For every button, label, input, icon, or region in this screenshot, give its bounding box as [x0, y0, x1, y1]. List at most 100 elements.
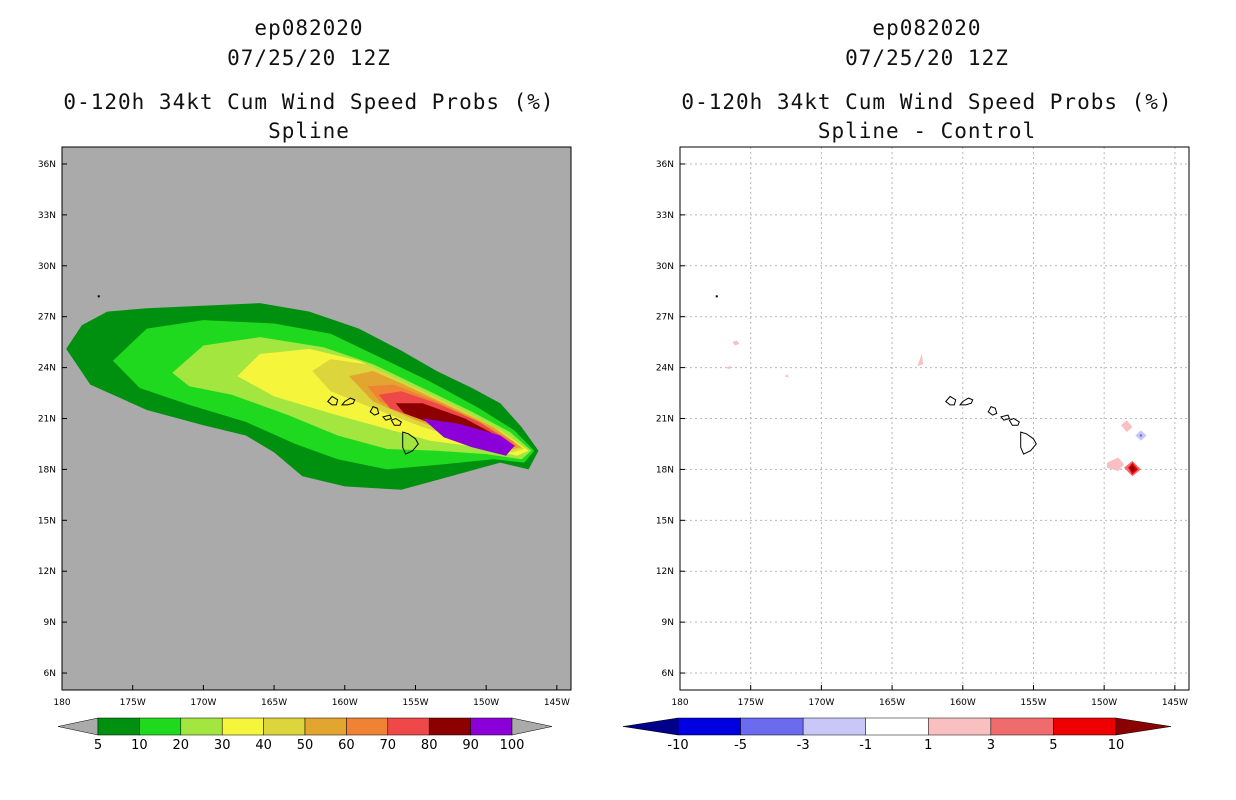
- c0-colorbar-label-7: 70: [380, 738, 397, 753]
- c0-field-layer: [66, 295, 539, 490]
- c1-colorbar-label-4: 1: [924, 738, 932, 753]
- left-title-method: Spline: [268, 119, 350, 143]
- c0-tick-label-y-2: 30N: [38, 262, 56, 272]
- c0-tick-label-x-4: 160W: [332, 698, 358, 708]
- c0-island-outline-3: [382, 414, 393, 421]
- c1-colorbar-swatch-4: [928, 717, 992, 736]
- left-title-storm-id: ep082020: [254, 16, 364, 40]
- c1-colorbar-swatch-6: [1053, 717, 1117, 736]
- c1-colorbar-high-arrow: [1115, 717, 1172, 736]
- c0-tick-label-y-4: 24N: [38, 364, 56, 374]
- right-title-method: Spline - Control: [817, 119, 1037, 143]
- right-chart-svg: 180 175W 170W 165W 160W 155W 150W 145W36N33N30N…: [622, 146, 1190, 753]
- right-title-datetime: 07/25/20 12Z: [845, 46, 1009, 70]
- c0-tick-label-y-0: 36N: [38, 160, 56, 170]
- c0-tick-label-x-5: 155W: [402, 698, 428, 708]
- c1-tick-label-x-2: 170W: [808, 698, 834, 708]
- c0-colorbar-swatch-4: [263, 717, 306, 736]
- c1-tick-label-x-0: 180: [671, 698, 688, 708]
- c1-island-outline-1: [958, 397, 974, 406]
- c0-colorbar-high-arrow: [511, 717, 553, 736]
- c1-colorbar-swatch-5: [990, 717, 1054, 736]
- c1-contour-1-0: [732, 340, 740, 346]
- c1-colorbar-label-7: 10: [1108, 738, 1125, 753]
- c0-tick-label-y-7: 15N: [38, 516, 56, 526]
- c0-colorbar-label-5: 50: [297, 738, 314, 753]
- c0-colorbar-label-3: 30: [214, 738, 231, 753]
- right-panel: ep082020 07/25/20 12Z 0-120h 34kt Cum Wi…: [618, 0, 1236, 800]
- c0-colorbar-swatch-8: [428, 717, 471, 736]
- c1-colorbar-label-1: -5: [734, 738, 747, 753]
- left-panel: ep082020 07/25/20 12Z 0-120h 34kt Cum Wi…: [38, 16, 572, 753]
- c1-colorbar-swatch-1: [740, 717, 804, 736]
- c0-colorbar-label-0: 5: [94, 738, 102, 753]
- c1-contour-1-2: [784, 374, 789, 378]
- c0-colorbar-swatch-2: [180, 717, 223, 736]
- c1-colorbar-label-2: -3: [797, 738, 810, 753]
- c0-island-outline-1: [340, 397, 356, 406]
- c1-contour-1-1: [725, 365, 731, 370]
- c0-colorbar-label-6: 60: [338, 738, 355, 753]
- c1-tick-label-y-1: 33N: [656, 211, 674, 221]
- left-title-product: 0-120h 34kt Cum Wind Speed Probs (%): [63, 90, 555, 114]
- c0-island-outline-4: [390, 417, 402, 426]
- c0-tick-label-y-1: 33N: [38, 211, 56, 221]
- c0-tick-label-x-7: 145W: [544, 698, 570, 708]
- c0-contour-90-9: [422, 418, 515, 456]
- c1-contour-10-8: [1129, 465, 1136, 472]
- c1-island-outline-3: [1000, 414, 1011, 421]
- c0-island-outline-0: [327, 395, 339, 406]
- c0-colorbar-label-4: 40: [255, 738, 272, 753]
- c1-tick-label-x-3: 165W: [879, 698, 905, 708]
- c0-atoll-marker: [97, 295, 100, 298]
- c0-tick-label-y-5: 21N: [38, 415, 56, 425]
- c1-tick-label-x-6: 150W: [1091, 698, 1117, 708]
- left-chart-svg: 180 175W 170W 165W 160W 155W 150W 145W 36N 33N 30N…: [38, 146, 572, 753]
- c1-colorbar-label-6: 5: [1049, 738, 1057, 753]
- c1-colorbar-label-5: 3: [987, 738, 995, 753]
- right-title-product: 0-120h 34kt Cum Wind Speed Probs (%): [681, 90, 1173, 114]
- c1-contour-1-5: [1107, 457, 1124, 472]
- c0-tick-label-y-9: 9N: [44, 618, 56, 628]
- c1-tick-label-y-4: 24N: [656, 364, 674, 374]
- c0-tick-label-y-3: 27N: [38, 313, 56, 323]
- c1-contour-1-4: [1121, 420, 1133, 433]
- c1-colorbar-label-3: -1: [859, 738, 872, 753]
- c1-tick-label-x-5: 155W: [1020, 698, 1046, 708]
- c1-tick-label-y-2: 30N: [656, 262, 674, 272]
- c0-island-outline-5: [402, 431, 419, 455]
- c0-colorbar-label-10: 100: [500, 738, 525, 753]
- c1-tick-label-y-3: 27N: [656, 313, 674, 323]
- c0-colorbar-swatch-7: [387, 717, 430, 736]
- c1-tick-label-y-7: 15N: [656, 516, 674, 526]
- c0-tick-label-x-0: 180: [53, 698, 70, 708]
- c1-island-outline-2: [987, 405, 998, 416]
- c0-colorbar-swatch-5: [304, 717, 347, 736]
- c0-tick-label-y-8: 12N: [38, 567, 56, 577]
- c0-colorbar-label-9: 90: [462, 738, 479, 753]
- left-title-datetime: 07/25/20 12Z: [227, 46, 391, 70]
- c0-island-outline-2: [369, 405, 380, 416]
- c1-tick-label-y-0: 36N: [656, 160, 674, 170]
- c0-tick-label-y-6: 18N: [38, 465, 56, 475]
- c0-colorbar-label-1: 10: [131, 738, 148, 753]
- c1-island-outline-4: [1008, 417, 1020, 426]
- c1-tick-label-x-4: 160W: [950, 698, 976, 708]
- right-title-storm-id: ep082020: [872, 16, 982, 40]
- c0-tick-label-x-2: 170W: [190, 698, 216, 708]
- c1-tick-label-y-6: 18N: [656, 465, 674, 475]
- c0-tick-label-x-3: 165W: [261, 698, 287, 708]
- c0-colorbar-swatch-3: [221, 717, 264, 736]
- c1-colorbar-swatch-3: [865, 717, 929, 736]
- c1-atoll-marker: [715, 295, 718, 298]
- c1-contour-1-3: [917, 354, 924, 366]
- c1-tick-label-y-8: 12N: [656, 567, 674, 577]
- c1-tick-label-y-5: 21N: [656, 415, 674, 425]
- c1-colorbar-swatch-2: [802, 717, 866, 736]
- c0-colorbar-label-8: 80: [421, 738, 438, 753]
- c1-colorbar-swatch-0: [677, 717, 741, 736]
- c1-island-outline-0: [945, 395, 957, 406]
- c0-colorbar-swatch-6: [346, 717, 389, 736]
- c1-tick-label-x-1: 175W: [738, 698, 764, 708]
- c0-colorbar-swatch-1: [139, 717, 182, 736]
